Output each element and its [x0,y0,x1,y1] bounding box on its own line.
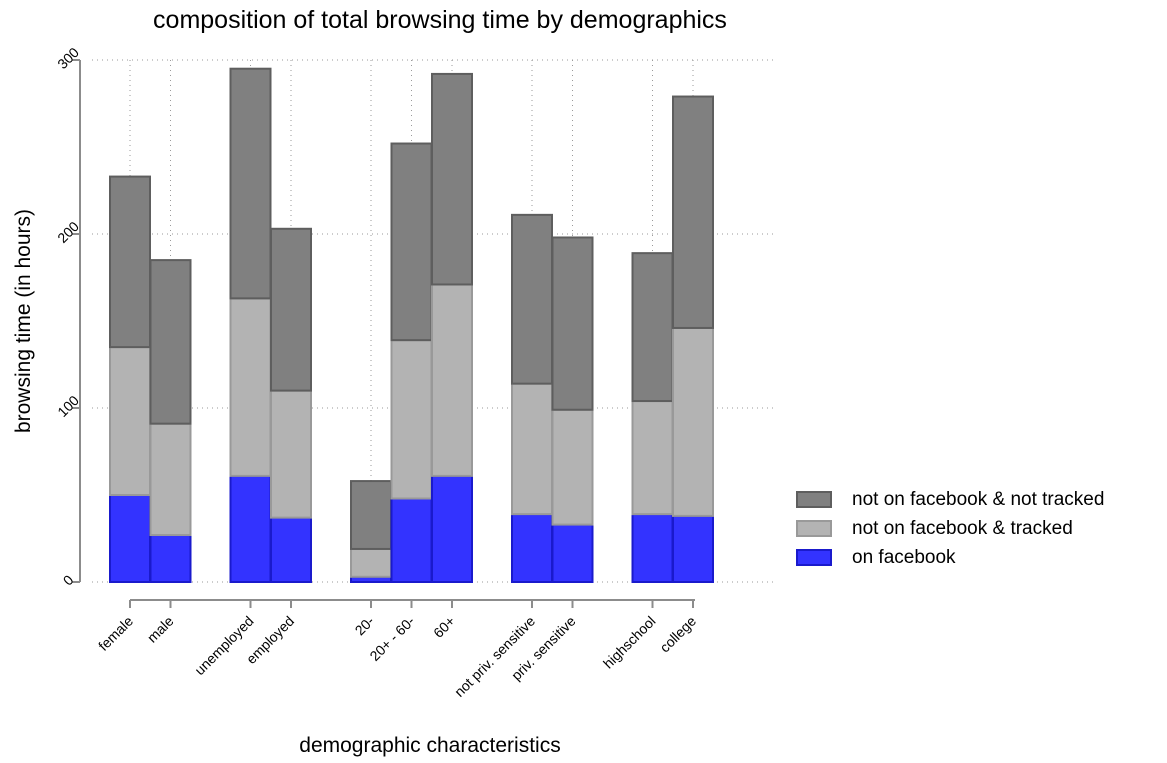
bar-not-on-facebook-not-tracked [350,480,392,550]
bar-not-on-facebook-tracked [229,297,272,477]
bar-on-facebook [511,513,553,584]
bar-not-on-facebook-tracked [631,400,674,516]
legend-item: on facebook [796,544,1104,571]
legend-swatch [796,549,832,566]
bar-not-on-facebook-not-tracked [631,252,674,403]
x-tick-label: 20+ - 60- [366,613,417,664]
bar-on-facebook [672,514,714,584]
bar-not-on-facebook-not-tracked [511,213,553,385]
bar-on-facebook [229,474,272,583]
bar-not-on-facebook-tracked [109,346,151,496]
bar-not-on-facebook-not-tracked [672,95,714,329]
x-tick-label: 60+ [430,613,458,641]
bar-not-on-facebook-not-tracked [109,175,151,349]
x-tick-label: male [144,613,177,646]
bar-not-on-facebook-not-tracked [431,72,473,286]
legend-swatch [796,520,832,537]
y-tick-label: 200 [54,218,82,246]
y-tick-label: 0 [60,572,77,589]
bar-not-on-facebook-tracked [431,283,473,477]
bar-not-on-facebook-not-tracked [551,236,594,411]
y-tick-label: 300 [54,44,82,72]
bar-not-on-facebook-tracked [551,408,594,526]
legend-label: not on facebook & not tracked [852,488,1105,510]
bar-not-on-facebook-tracked [672,326,714,517]
bar-on-facebook [631,513,674,584]
bar-on-facebook [109,494,151,583]
x-tick-label: college [656,613,699,656]
bar-not-on-facebook-not-tracked [149,259,192,425]
legend: not on facebook & not tracked not on face… [796,486,1104,573]
legend-item: not on facebook & tracked [796,515,1104,542]
x-axis-title: demographic characteristics [299,734,560,757]
legend-label: not on facebook & tracked [852,517,1073,539]
bar-not-on-facebook-tracked [270,389,312,519]
x-tick-label: 20- [351,613,377,639]
x-tick-label: unemployed [191,613,256,678]
x-tick-label: highschool [600,613,659,672]
bar-on-facebook [551,523,594,584]
bar-on-facebook [390,497,433,584]
bar-not-on-facebook-not-tracked [270,227,312,392]
bar-not-on-facebook-tracked [149,422,192,537]
legend-swatch [796,491,832,508]
bar-on-facebook [149,534,192,584]
bar-not-on-facebook-tracked [350,547,392,578]
y-axis-title: browsing time (in hours) [12,209,35,433]
chart-title: composition of total browsing time by de… [153,6,727,34]
bar-not-on-facebook-tracked [511,382,553,516]
y-tick-label: 100 [54,392,82,420]
x-tick-label: female [95,613,136,654]
bar-on-facebook [270,516,312,583]
bar-not-on-facebook-tracked [390,339,433,500]
legend-label: on facebook [852,546,956,568]
bar-not-on-facebook-not-tracked [229,67,272,300]
bar-not-on-facebook-not-tracked [390,142,433,342]
legend-item: not on facebook & not tracked [796,486,1104,513]
bar-on-facebook [431,474,473,583]
